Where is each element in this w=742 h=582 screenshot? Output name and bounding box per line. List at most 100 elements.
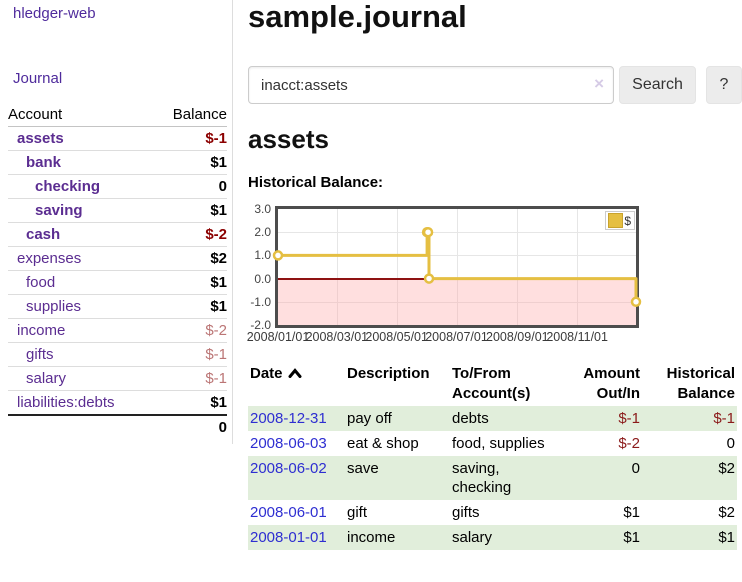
chart-title: Historical Balance: bbox=[248, 174, 384, 191]
register-table: Date Description To/From Account(s) Amou… bbox=[248, 362, 737, 550]
account-heading: assets bbox=[248, 124, 329, 154]
y-tick-label: -2.0 bbox=[250, 318, 271, 332]
clear-search-icon[interactable]: × bbox=[594, 74, 604, 93]
sidebar: hledger-web Journal Account Balance asse… bbox=[0, 0, 233, 444]
accounts-total-spacer bbox=[8, 415, 153, 439]
transaction-description: gift bbox=[347, 504, 368, 521]
account-row: salary $-1 bbox=[8, 367, 227, 391]
account-row: income $-2 bbox=[8, 319, 227, 343]
transaction-description: eat & shop bbox=[347, 435, 419, 452]
register-row: 2008-06-01 gift gifts $1 $2 bbox=[248, 500, 737, 525]
account-link-cash[interactable]: cash bbox=[26, 226, 61, 243]
transaction-date-link[interactable]: 2008-06-02 bbox=[250, 460, 327, 477]
transaction-balance: $-1 bbox=[713, 410, 735, 427]
account-balance: $1 bbox=[210, 394, 227, 411]
account-link-food[interactable]: food bbox=[26, 274, 56, 291]
negative-region bbox=[278, 278, 636, 325]
x-tick-label: 2008/03/01 bbox=[305, 330, 369, 344]
historical-balance-chart[interactable]: $ 3.0 2.0 1.0 0.0 -1.0 -2.0 2008/01/01 2008/03/… bbox=[247, 199, 742, 345]
transaction-accounts: salary bbox=[452, 529, 493, 546]
account-row: assets $-1 bbox=[8, 127, 227, 151]
legend-swatch bbox=[608, 213, 624, 228]
account-balance: $-1 bbox=[205, 346, 227, 363]
data-point-marker bbox=[272, 250, 284, 261]
account-row: supplies $1 bbox=[8, 295, 227, 319]
chart-gridline bbox=[517, 209, 519, 325]
account-link-liabilities-debts[interactable]: liabilities:debts bbox=[17, 394, 115, 411]
transaction-balance: $1 bbox=[718, 529, 735, 546]
account-link-gifts[interactable]: gifts bbox=[26, 346, 54, 363]
account-link-supplies[interactable]: supplies bbox=[26, 298, 82, 315]
legend-label: $ bbox=[624, 213, 631, 228]
account-link-bank[interactable]: bank bbox=[26, 154, 62, 171]
page-title: sample.journal bbox=[248, 0, 467, 34]
data-point-marker bbox=[630, 296, 642, 308]
account-balance: $1 bbox=[210, 274, 227, 291]
account-balance: $1 bbox=[210, 154, 227, 171]
account-link-income[interactable]: income bbox=[17, 322, 66, 339]
account-row: checking 0 bbox=[8, 175, 227, 199]
account-balance: 0 bbox=[218, 178, 227, 195]
account-row: bank $1 bbox=[8, 151, 227, 175]
account-row: liabilities:debts $1 bbox=[8, 391, 227, 415]
account-link-saving[interactable]: saving bbox=[35, 202, 83, 219]
sidebar-item-journal[interactable]: Journal bbox=[13, 70, 63, 87]
account-link-salary[interactable]: salary bbox=[26, 370, 67, 387]
x-tick-label: 2008/11/01 bbox=[546, 330, 608, 344]
y-tick-label: 2.0 bbox=[254, 225, 271, 240]
register-header-date-label: Date bbox=[250, 365, 283, 382]
transaction-date-link[interactable]: 2008-06-01 bbox=[250, 504, 327, 521]
account-row: saving $1 bbox=[8, 199, 227, 223]
transaction-date-link[interactable]: 2008-01-01 bbox=[250, 529, 327, 546]
account-balance: $2 bbox=[210, 250, 227, 267]
transaction-date-link[interactable]: 2008-06-03 bbox=[250, 435, 327, 452]
transaction-amount: 0 bbox=[631, 460, 640, 477]
register-header-row: Date Description To/From Account(s) Amou… bbox=[248, 362, 737, 406]
chart-plot-area: $ bbox=[272, 206, 642, 328]
accounts-header-row: Account Balance bbox=[8, 103, 227, 127]
sidebar-accounts-table: Account Balance assets $-1 bank $1 checking 0… bbox=[8, 103, 227, 439]
x-tick-label: 2008/01/01 bbox=[246, 330, 310, 344]
transaction-accounts: saving, checking bbox=[452, 460, 512, 496]
search-form: × bbox=[248, 66, 614, 104]
transaction-accounts: food, supplies bbox=[452, 435, 545, 452]
register-header-date[interactable]: Date bbox=[248, 362, 345, 406]
register-header-description: Description bbox=[347, 365, 430, 382]
sidebar-accounts-body: assets $-1 bank $1 checking 0 saving $1 cash $-2 e… bbox=[8, 127, 227, 415]
account-row: food $1 bbox=[8, 271, 227, 295]
account-link-assets[interactable]: assets bbox=[17, 130, 64, 147]
chart-gridline bbox=[456, 209, 458, 325]
accounts-total-row: 0 bbox=[8, 415, 227, 439]
register-row: 2008-12-31 pay off debts $-1 $-1 bbox=[248, 406, 737, 431]
account-balance: $1 bbox=[210, 202, 227, 219]
account-balance: $1 bbox=[210, 298, 227, 315]
account-balance: $-1 bbox=[205, 370, 227, 387]
register-header-balance: Historical Balance bbox=[666, 365, 735, 402]
chart-gridline bbox=[577, 209, 579, 325]
help-button[interactable]: ? bbox=[706, 66, 742, 104]
y-tick-label: 3.0 bbox=[254, 202, 271, 216]
transaction-description: save bbox=[347, 460, 379, 477]
accounts-header-balance: Balance bbox=[172, 106, 227, 123]
search-button[interactable]: Search bbox=[619, 66, 696, 104]
brand-link[interactable]: hledger-web bbox=[13, 5, 96, 22]
y-tick-label: -1.0 bbox=[250, 294, 271, 309]
transaction-amount: $-1 bbox=[618, 410, 640, 427]
x-tick-label: 2008/05/01 bbox=[365, 330, 428, 344]
chart-legend: $ bbox=[605, 211, 635, 230]
transaction-date-link[interactable]: 2008-12-31 bbox=[250, 410, 327, 427]
x-tick-label: 2008/09/01 bbox=[486, 330, 549, 344]
register-row: 2008-06-03 eat & shop food, supplies $-2 0 bbox=[248, 431, 737, 456]
account-link-checking[interactable]: checking bbox=[35, 178, 101, 195]
transaction-amount: $1 bbox=[623, 504, 640, 521]
account-balance: $-1 bbox=[205, 130, 227, 147]
account-link-expenses[interactable]: expenses bbox=[17, 250, 82, 267]
account-balance: $-2 bbox=[205, 322, 227, 339]
register-body: 2008-12-31 pay off debts $-1 $-1 2008-06-03 ea… bbox=[248, 406, 737, 550]
balance-line-series bbox=[272, 226, 642, 308]
y-tick-label: 0.0 bbox=[254, 271, 271, 286]
search-input[interactable] bbox=[248, 66, 614, 104]
account-row: gifts $-1 bbox=[8, 343, 227, 367]
transaction-description: pay off bbox=[347, 410, 392, 427]
account-balance: $-2 bbox=[205, 226, 227, 243]
